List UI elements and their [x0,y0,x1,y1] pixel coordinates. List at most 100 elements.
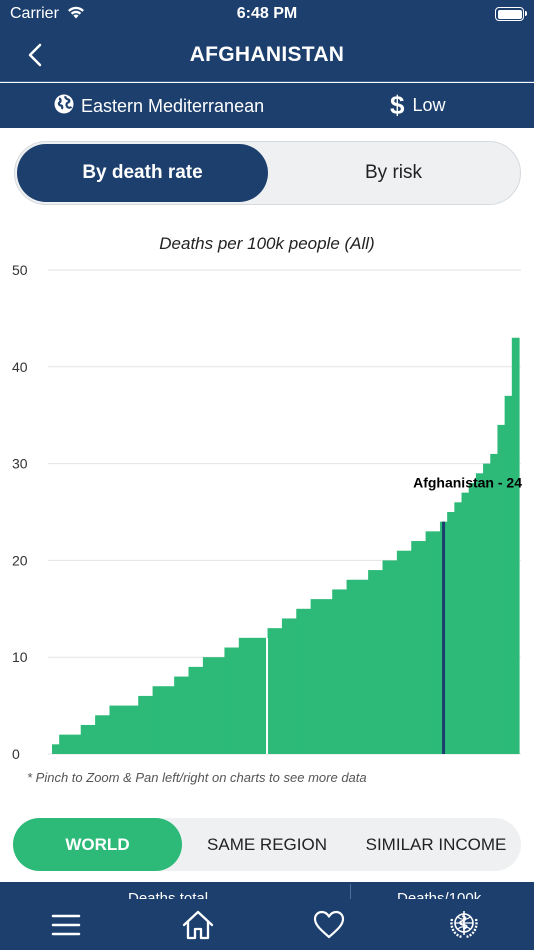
y-tick-label: 50 [12,262,28,278]
nav-bar: AFGHANISTAN [0,30,534,82]
chart-bar [66,734,75,754]
status-bar: Carrier 6:48 PM [0,0,534,30]
chart-bar [418,541,427,754]
chart-bar [339,589,348,754]
chart-bar [317,599,326,754]
chart-bar [468,482,477,754]
chart-bar [188,666,197,754]
chart-bar [389,560,398,754]
income-info: $ Low [390,92,446,118]
chart-bar [224,647,233,754]
chart-bar [404,550,412,754]
region-label: Eastern Mediterranean [81,96,265,116]
comparison-filter: WORLD SAME REGION SIMILAR INCOME [13,818,521,871]
chart-bar [382,560,391,754]
page-title: AFGHANISTAN [189,43,345,66]
chart-bar [138,695,146,754]
chart-hint: * Pinch to Zoom & Pan left/right on char… [27,770,367,785]
chart-bar [281,618,290,754]
chart-bar [375,570,384,754]
chart-bar [332,589,340,754]
chart-bar [73,734,82,754]
chart-bar [202,657,211,754]
chart-bar [253,637,261,754]
chart-bar [310,599,319,754]
death-rate-chart[interactable]: 0 10 20 30 40 50 Afghanistan - 24 [0,255,534,765]
y-tick-label: 0 [12,746,20,762]
chart-bar [461,492,470,754]
chart-bar [475,473,484,754]
chart-bar [289,618,297,754]
chart-bar [123,705,132,754]
chart-bar [166,686,175,754]
chart-bar [274,628,283,754]
chart-bar [109,705,118,754]
chart-bar [59,734,67,754]
chart-bar [102,715,111,754]
y-tick-label: 30 [12,456,28,472]
column-divider [350,884,351,902]
chart-bar [210,657,218,754]
chart-bar [174,676,182,754]
chart-bar [116,705,125,754]
chart-bar [396,550,405,754]
chart-bar [447,512,455,754]
chart-bar [296,608,305,754]
region-info: Eastern Mediterranean [54,94,264,119]
y-tick-label: 40 [12,359,28,375]
chart-bar [368,570,376,754]
chart-bar [159,686,168,754]
chart-bar [411,541,420,754]
chart-bar [95,715,103,754]
chart-bar [432,531,441,754]
battery-icon [495,7,527,21]
y-tick-label: 20 [12,552,28,568]
chart-bar [238,637,247,754]
tab-by-death-rate[interactable]: By death rate [17,144,268,202]
filter-same-region-button[interactable]: SAME REGION [207,834,327,854]
who-logo-icon[interactable] [446,907,482,943]
income-label: Low [412,94,446,115]
country-info-bar: Eastern Mediterranean $ Low [0,83,534,128]
chart-bar [260,637,269,754]
chart-bar [497,424,506,754]
chart-bar [195,666,204,754]
chart-bar [152,686,161,754]
chart-bar [425,531,434,754]
highlight-label: Afghanistan - 24 [413,475,522,491]
chart-bar [231,647,240,754]
dollar-icon: $ [390,90,405,120]
chart-bar [131,705,139,754]
chart-bar [454,502,463,754]
chart-bar [360,579,369,754]
menu-icon[interactable] [48,907,84,943]
y-tick-label: 10 [12,649,28,665]
chart-bar [245,637,254,754]
tab-bar [0,899,534,950]
chart-bar [217,657,226,754]
chart-bar [483,463,491,754]
status-time: 6:48 PM [236,5,298,22]
filter-similar-income-button[interactable]: SIMILAR INCOME [365,834,507,854]
globe-icon [54,94,74,119]
chevron-left-icon[interactable] [22,40,52,70]
home-icon[interactable] [180,907,216,943]
chart-bar [325,599,333,754]
chart-bar [52,744,60,754]
chart-bar [80,724,89,754]
chart-bar [87,724,96,754]
filter-world-button[interactable]: WORLD [13,818,182,871]
chart-bar [353,579,362,754]
chart-bar [181,676,190,754]
heart-icon[interactable] [311,907,347,943]
chart-bar [267,628,276,754]
chart-bar [145,695,154,754]
chart-bar [346,579,355,754]
chart-bar [511,337,520,754]
tab-by-risk[interactable]: By risk [365,162,422,183]
chart-mode-segment: By death rate By risk [14,141,521,205]
chart-bar [504,395,513,754]
wifi-icon [66,4,86,25]
chart-bar [490,453,499,754]
chart-bar [303,608,312,754]
